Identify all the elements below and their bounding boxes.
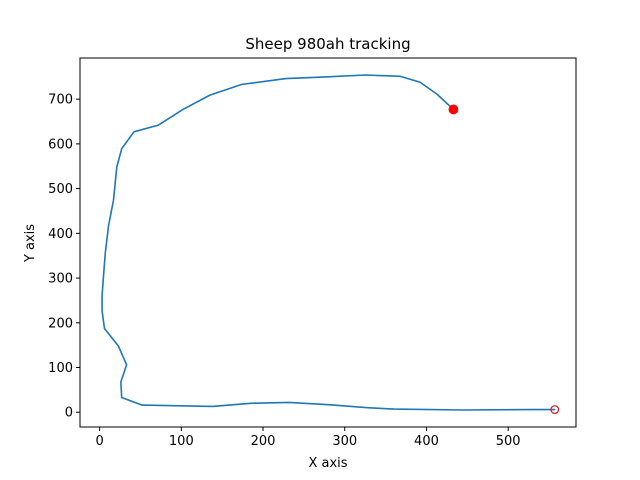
plot-area-frame bbox=[79, 57, 577, 428]
x-tick-label: 400 bbox=[414, 434, 439, 449]
y-tick-label: 500 bbox=[48, 182, 73, 197]
y-tick-label: 300 bbox=[48, 272, 73, 287]
x-tick-label: 0 bbox=[95, 434, 103, 449]
end-position-marker bbox=[448, 104, 459, 115]
y-tick-label: 200 bbox=[48, 316, 73, 331]
track-markers bbox=[448, 104, 560, 415]
y-axis-ticks: 0 100 200 300 400 500 600 700 bbox=[48, 93, 80, 421]
y-tick-label: 100 bbox=[48, 361, 73, 376]
y-tick-label: 600 bbox=[48, 137, 73, 152]
x-tick-label: 300 bbox=[332, 434, 357, 449]
y-axis-label: Y axis bbox=[23, 224, 38, 263]
y-tick-label: 0 bbox=[65, 406, 73, 421]
chart-title: Sheep 980ah tracking bbox=[245, 35, 410, 53]
x-axis-ticks: 0 100 200 300 400 500 bbox=[95, 427, 521, 449]
y-tick-label: 400 bbox=[48, 227, 73, 242]
x-tick-label: 200 bbox=[251, 434, 276, 449]
x-tick-label: 100 bbox=[169, 434, 194, 449]
x-axis-label: X axis bbox=[308, 456, 347, 471]
track-line bbox=[101, 74, 556, 411]
start-position-marker bbox=[550, 405, 560, 415]
y-tick-label: 700 bbox=[48, 93, 73, 108]
x-tick-label: 500 bbox=[496, 434, 521, 449]
